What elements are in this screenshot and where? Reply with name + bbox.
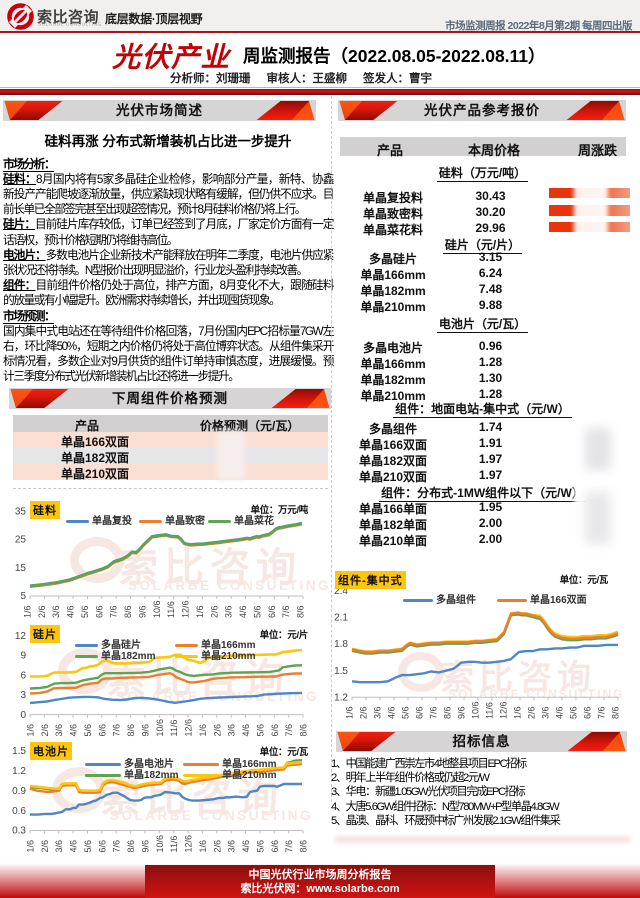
svg-text:3/6: 3/6 bbox=[54, 724, 64, 737]
svg-text:10/6: 10/6 bbox=[152, 600, 162, 618]
svg-text:1/6: 1/6 bbox=[195, 605, 205, 618]
svg-text:6/6: 6/6 bbox=[270, 840, 280, 853]
svg-text:9: 9 bbox=[20, 651, 26, 662]
svg-text:6/6: 6/6 bbox=[94, 605, 104, 618]
svg-text:11/6: 11/6 bbox=[169, 836, 179, 853]
svg-text:4/6: 4/6 bbox=[555, 706, 565, 719]
svg-text:2.4: 2.4 bbox=[334, 586, 348, 597]
svg-text:8/6: 8/6 bbox=[296, 605, 306, 618]
svg-text:7/6: 7/6 bbox=[284, 840, 294, 853]
svg-text:12/6: 12/6 bbox=[499, 701, 509, 719]
svg-text:7/6: 7/6 bbox=[112, 840, 122, 853]
svg-text:8/6: 8/6 bbox=[443, 706, 453, 719]
svg-text:6/6: 6/6 bbox=[583, 706, 593, 719]
svg-text:0.3: 0.3 bbox=[12, 826, 26, 837]
svg-text:5/6: 5/6 bbox=[83, 840, 93, 853]
svg-text:5/6: 5/6 bbox=[255, 724, 265, 737]
svg-text:2/6: 2/6 bbox=[359, 706, 369, 719]
svg-text:6/6: 6/6 bbox=[97, 840, 107, 853]
svg-text:7/6: 7/6 bbox=[109, 605, 119, 618]
svg-text:9/6: 9/6 bbox=[141, 724, 151, 737]
svg-text:0.6: 0.6 bbox=[12, 806, 26, 817]
svg-text:5/6: 5/6 bbox=[252, 605, 262, 618]
svg-text:1.2: 1.2 bbox=[334, 693, 348, 704]
svg-text:4/6: 4/6 bbox=[66, 605, 76, 618]
svg-text:10/6: 10/6 bbox=[471, 701, 481, 719]
svg-text:3/6: 3/6 bbox=[541, 706, 551, 719]
svg-text:9/6: 9/6 bbox=[141, 840, 151, 853]
svg-text:11/6: 11/6 bbox=[166, 601, 176, 618]
svg-text:5/6: 5/6 bbox=[569, 706, 579, 719]
svg-text:4/6: 4/6 bbox=[69, 724, 79, 737]
svg-text:12/6: 12/6 bbox=[184, 719, 194, 737]
svg-text:8/6: 8/6 bbox=[299, 840, 309, 853]
svg-text:9/6: 9/6 bbox=[138, 605, 148, 618]
svg-text:3/6: 3/6 bbox=[373, 706, 383, 719]
svg-text:4/6: 4/6 bbox=[238, 605, 248, 618]
svg-text:5/6: 5/6 bbox=[401, 706, 411, 719]
svg-text:8/6: 8/6 bbox=[611, 706, 621, 719]
svg-text:15: 15 bbox=[15, 563, 27, 574]
svg-text:3/6: 3/6 bbox=[224, 605, 234, 618]
svg-text:1.8: 1.8 bbox=[334, 639, 348, 650]
svg-text:11/6: 11/6 bbox=[169, 720, 179, 737]
svg-text:3/6: 3/6 bbox=[54, 840, 64, 853]
svg-text:7/6: 7/6 bbox=[597, 706, 607, 719]
svg-text:2.1: 2.1 bbox=[334, 613, 348, 624]
svg-text:8/6: 8/6 bbox=[126, 840, 136, 853]
svg-text:11/6: 11/6 bbox=[485, 702, 495, 719]
svg-text:1.2: 1.2 bbox=[12, 766, 26, 777]
svg-text:7/6: 7/6 bbox=[429, 706, 439, 719]
svg-text:5/6: 5/6 bbox=[255, 840, 265, 853]
svg-text:2/6: 2/6 bbox=[37, 605, 47, 618]
svg-text:1.5: 1.5 bbox=[334, 666, 348, 677]
svg-text:25: 25 bbox=[15, 535, 27, 546]
svg-text:10/6: 10/6 bbox=[155, 719, 165, 737]
svg-text:5: 5 bbox=[20, 591, 26, 602]
svg-text:5/6: 5/6 bbox=[83, 724, 93, 737]
svg-text:3/6: 3/6 bbox=[227, 724, 237, 737]
svg-text:12/6: 12/6 bbox=[181, 600, 191, 618]
svg-text:1/6: 1/6 bbox=[198, 724, 208, 737]
svg-text:12/6: 12/6 bbox=[184, 835, 194, 853]
svg-text:7/6: 7/6 bbox=[281, 605, 291, 618]
svg-text:4/6: 4/6 bbox=[241, 724, 251, 737]
svg-text:4/6: 4/6 bbox=[241, 840, 251, 853]
svg-text:1/6: 1/6 bbox=[198, 840, 208, 853]
svg-text:1.5: 1.5 bbox=[12, 746, 26, 757]
svg-text:1/6: 1/6 bbox=[26, 840, 36, 853]
svg-text:2/6: 2/6 bbox=[212, 840, 222, 853]
svg-text:1/6: 1/6 bbox=[26, 724, 36, 737]
svg-text:2/6: 2/6 bbox=[40, 724, 50, 737]
svg-text:0: 0 bbox=[20, 710, 26, 721]
svg-text:7/6: 7/6 bbox=[284, 724, 294, 737]
svg-text:6/6: 6/6 bbox=[270, 724, 280, 737]
svg-text:4/6: 4/6 bbox=[387, 706, 397, 719]
svg-text:0.9: 0.9 bbox=[12, 786, 26, 797]
svg-text:2/6: 2/6 bbox=[40, 840, 50, 853]
svg-text:12: 12 bbox=[15, 631, 27, 642]
svg-text:3/6: 3/6 bbox=[51, 605, 61, 618]
svg-text:1/6: 1/6 bbox=[23, 605, 33, 618]
svg-text:35: 35 bbox=[15, 506, 27, 517]
svg-text:6: 6 bbox=[20, 670, 26, 681]
svg-text:10/6: 10/6 bbox=[155, 835, 165, 853]
svg-text:2/6: 2/6 bbox=[212, 724, 222, 737]
svg-text:6/6: 6/6 bbox=[97, 724, 107, 737]
svg-text:6/6: 6/6 bbox=[415, 706, 425, 719]
svg-text:1/6: 1/6 bbox=[513, 706, 523, 719]
svg-text:2/6: 2/6 bbox=[209, 605, 219, 618]
svg-text:8/6: 8/6 bbox=[126, 724, 136, 737]
svg-text:9/6: 9/6 bbox=[457, 706, 467, 719]
svg-text:8/6: 8/6 bbox=[299, 724, 309, 737]
svg-text:4/6: 4/6 bbox=[69, 840, 79, 853]
svg-text:3/6: 3/6 bbox=[227, 840, 237, 853]
svg-text:7/6: 7/6 bbox=[112, 724, 122, 737]
svg-text:5/6: 5/6 bbox=[80, 605, 90, 618]
svg-text:2/6: 2/6 bbox=[527, 706, 537, 719]
svg-text:1/6: 1/6 bbox=[345, 706, 355, 719]
svg-text:8/6: 8/6 bbox=[123, 605, 133, 618]
svg-text:6/6: 6/6 bbox=[267, 605, 277, 618]
svg-text:3: 3 bbox=[20, 690, 26, 701]
